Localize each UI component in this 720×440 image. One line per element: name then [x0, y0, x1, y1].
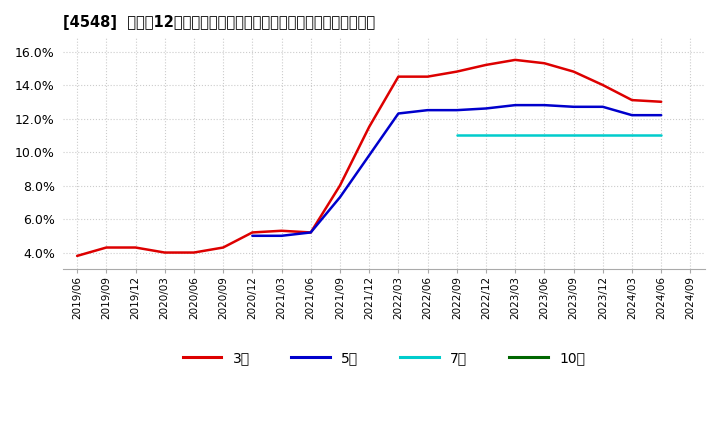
Text: [4548]  売上高12か月移動合計の対前年同期増減率の標準偏差の推移: [4548] 売上高12か月移動合計の対前年同期増減率の標準偏差の推移 — [63, 15, 374, 30]
Legend: 3年, 5年, 7年, 10年: 3年, 5年, 7年, 10年 — [177, 345, 590, 371]
